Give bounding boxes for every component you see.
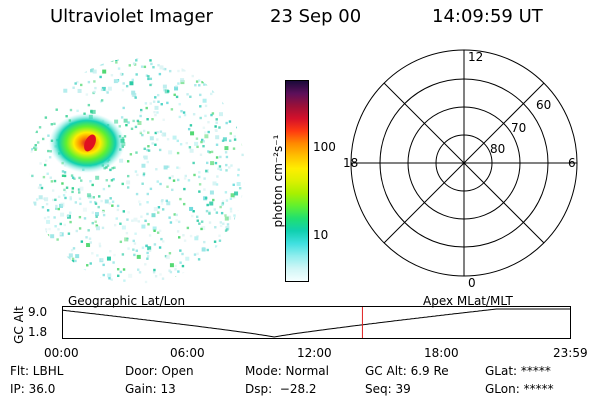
mlt-label-6: 6 <box>568 156 576 170</box>
altplot-axis-label: GC Alt <box>12 306 26 344</box>
colorbar <box>285 80 309 282</box>
status-glon: GLon: ***** <box>485 382 554 396</box>
altplot-xtick-1800: 18:00 <box>424 346 459 360</box>
mlt-label-0: 0 <box>468 276 476 290</box>
status-glat: GLat: ***** <box>485 364 551 378</box>
colorbar-tick-10: 10 <box>313 228 329 242</box>
mlt-label-12: 12 <box>468 50 483 64</box>
status-filter: Flt: LBHL <box>10 364 64 378</box>
status-gc-alt: GC Alt: 6.9 Re <box>365 364 449 378</box>
colorbar-tick-100: 100 <box>313 140 336 154</box>
colorbar-unit-label: photon cm⁻²s⁻¹ <box>271 134 285 228</box>
altplot-ytick-high: 9.0 <box>28 305 48 319</box>
altplot-left-caption: Geographic Lat/Lon <box>68 294 186 308</box>
status-ip: IP: 36.0 <box>10 382 56 396</box>
instrument-title: Ultraviolet Imager <box>50 6 213 27</box>
altplot-xtick-1200: 12:00 <box>297 346 332 360</box>
auroral-image <box>29 58 245 284</box>
altplot-xtick-2359: 23:59 <box>553 346 588 360</box>
status-door: Door: Open <box>125 364 194 378</box>
status-seq: Seq: 39 <box>365 382 411 396</box>
date-label: 23 Sep 00 <box>270 6 362 27</box>
status-mode: Mode: Normal <box>245 364 329 378</box>
status-gain: Gain: 13 <box>125 382 176 396</box>
status-dsp: Dsp: −28.2 <box>245 382 317 396</box>
lat-label-80: 80 <box>490 142 505 156</box>
altplot-right-caption: Apex MLat/MLT <box>423 294 513 308</box>
altplot-xtick-0600: 06:00 <box>170 346 205 360</box>
time-label: 14:09:59 UT <box>432 6 543 27</box>
altitude-plot <box>62 306 571 339</box>
polar-grid: 12 6 0 18 60 70 80 <box>343 49 578 290</box>
lat-label-70: 70 <box>511 121 526 135</box>
altplot-xtick-0000: 00:00 <box>44 346 79 360</box>
lat-label-60: 60 <box>536 98 551 112</box>
altplot-ytick-low: 1.8 <box>28 325 48 339</box>
mlt-label-18: 18 <box>343 156 358 170</box>
